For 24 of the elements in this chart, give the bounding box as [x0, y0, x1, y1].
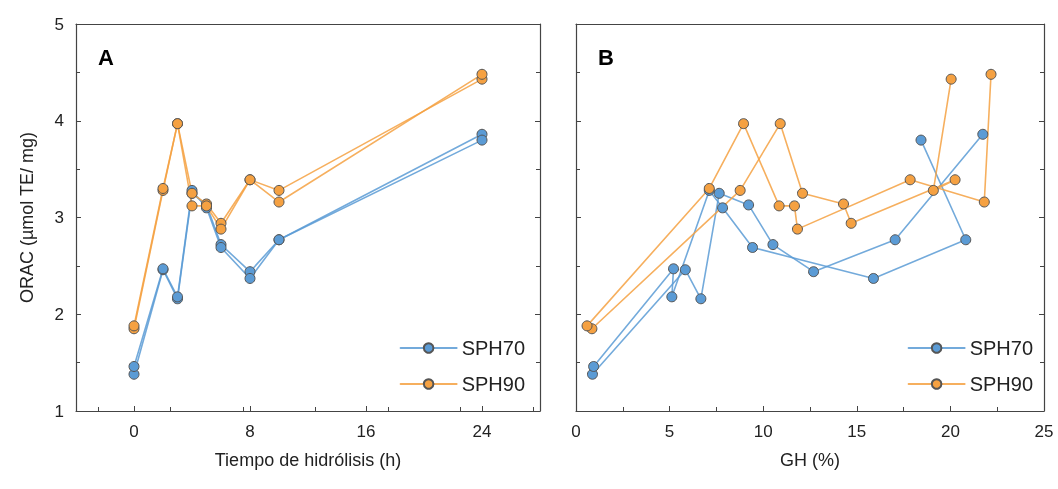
x-tick-label: 0 — [571, 422, 581, 441]
annotation: A — [98, 44, 114, 70]
x-tick-label: 8 — [245, 422, 255, 441]
x-axis-title: Tiempo de hidrólisis (h) — [214, 450, 402, 470]
x-tick-label: 24 — [472, 422, 492, 441]
y-tick-label: 1 — [54, 401, 64, 421]
legend-label: SPH70 — [461, 337, 526, 359]
legend-label: SPH90 — [461, 373, 526, 395]
x-tick-label: 10 — [753, 422, 773, 441]
y-tick-label: 5 — [54, 14, 64, 34]
y-axis-title: ORAC (µmol TE/ mg) — [17, 131, 37, 304]
legend-label: SPH70 — [969, 337, 1034, 359]
x-axis-title: GH (%) — [780, 450, 840, 470]
x-tick-label: 16 — [356, 422, 376, 441]
annotation: B — [598, 44, 614, 70]
legend-label: SPH90 — [969, 373, 1034, 395]
y-tick-label: 2 — [54, 304, 64, 324]
x-tick-label: 0 — [129, 422, 139, 441]
x-tick-label: 15 — [847, 422, 867, 441]
x-tick-label: 5 — [664, 422, 675, 441]
y-tick-label: 3 — [54, 208, 64, 227]
x-tick-label: 20 — [940, 422, 960, 441]
y-tick-label: 4 — [54, 111, 64, 131]
x-tick-label: 25 — [1034, 422, 1054, 441]
